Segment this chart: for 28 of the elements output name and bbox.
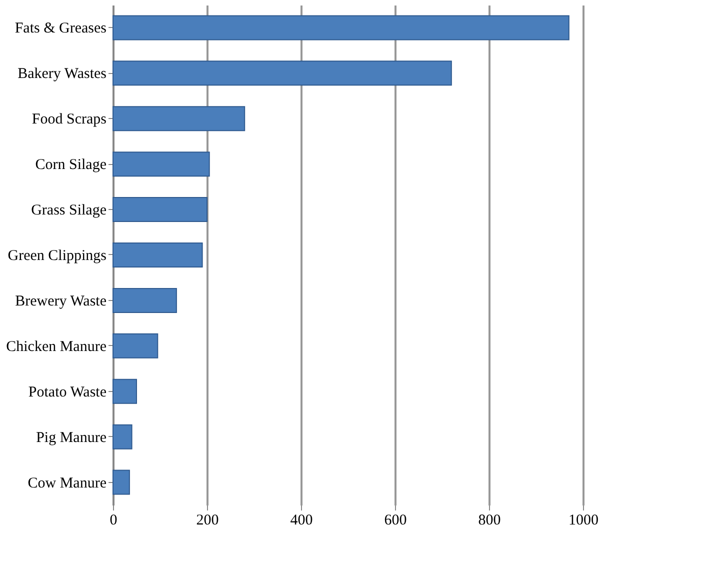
bar <box>112 424 132 450</box>
bar <box>112 106 246 132</box>
bar <box>112 197 208 222</box>
y-tick-label: Potato Waste <box>28 384 107 400</box>
x-tick-label: 0 <box>110 512 118 528</box>
bar <box>112 333 158 358</box>
y-tick-label: Bakery Wastes <box>18 66 107 82</box>
x-tick-label: 600 <box>384 512 407 528</box>
y-tick-label: Cow Manure <box>28 475 107 492</box>
y-tick-label: Chicken Manure <box>6 338 107 355</box>
y-tick-label: Green Clippings <box>8 248 107 264</box>
y-tick-label: Corn Silage <box>35 157 107 174</box>
y-tick-label: Grass Silage <box>31 202 107 219</box>
bar <box>112 470 130 495</box>
y-tick-label: Fats & Greases <box>14 20 107 37</box>
bar <box>112 152 210 177</box>
x-tick-label: 200 <box>196 512 219 528</box>
x-tick-label: 1000 <box>568 512 598 528</box>
bar <box>112 242 203 268</box>
y-tick-label: Brewery Waste <box>15 293 107 310</box>
y-tick-label: Food Scraps <box>32 112 107 128</box>
bar <box>112 288 177 313</box>
bar <box>112 15 570 40</box>
x-tick-label: 400 <box>290 512 313 528</box>
y-tick-label: Pig Manure <box>36 430 107 446</box>
x-tick-label: 800 <box>478 512 501 528</box>
bar <box>112 378 137 404</box>
bar <box>112 60 452 86</box>
